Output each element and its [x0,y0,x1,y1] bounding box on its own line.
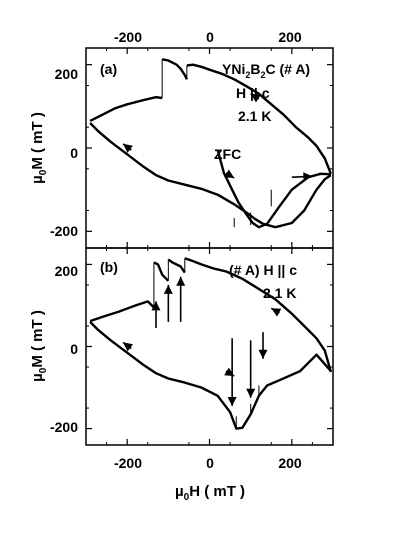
ylabel-mu: µ [29,175,46,184]
sample-sub: 2 [260,70,265,80]
panel-b-arrow-head [163,284,173,294]
sample-part: YNi [222,61,245,77]
xlabel-tail: H ( mT ) [189,483,245,500]
ylabel-sub: 0 [38,169,49,175]
sample-sub: 2 [245,70,250,80]
ylabel-mu: µ [29,373,46,382]
panel-b-arrow-head [227,397,237,406]
top-xtick-label: -200 [114,29,142,45]
panel-a-label: (a) [100,61,117,77]
panel-b-plot [89,257,333,430]
panel-b-series-0 [89,321,332,430]
xlabel-sub: 0 [184,492,190,503]
panel-b-label: (b) [100,259,118,275]
ylabel-tail: M ( mT ) [29,310,46,368]
top-xtick-label: 0 [206,29,214,45]
panel-a-series-0 [89,122,332,229]
xlabel: µ0H ( mT ) [175,483,245,503]
panel-b-arrow-head [271,308,282,317]
panel-b-ylabel: µ0M ( mT ) [29,310,49,382]
panel-a-temperature: 2.1 K [238,108,271,124]
bottom-xtick-label: 0 [206,455,214,471]
panel-a-ylabel: µ0M ( mT ) [29,112,49,184]
panel-a-arrow-head [250,93,261,103]
panel-a-series-2 [161,58,188,80]
tick-marks [86,48,333,445]
panel-a-ytick-label: 0 [70,145,78,161]
panel-a-arrow-head [123,143,133,153]
panel-a-ytick-label: -200 [50,223,78,239]
panel-a-ytick-label: 200 [55,66,79,82]
panel-a-series-1 [186,63,333,175]
panel-b-ytick-label: 200 [55,263,79,279]
panel-a-arrow-head [224,169,235,178]
xlabel-mu: µ [175,483,184,500]
sample-part: B [250,61,260,77]
panel-b-arrow-head [224,367,235,377]
panel-b-ytick-label: -200 [50,419,78,435]
ylabel-sub: 0 [38,367,49,373]
panel-b-series-2 [167,258,186,274]
top-xtick-label: 200 [278,29,302,45]
panel-b-series-1 [184,257,333,373]
panel-b-arrow-head [246,388,256,398]
panel-b-arrow-head [123,342,133,352]
panel-b-series-3 [153,261,170,282]
panel-b-temperature: 2.1 K [263,285,296,301]
panel-b-series-4 [89,300,155,323]
panel-b-arrow-head [258,349,268,359]
ylabel-tail: M ( mT ) [29,112,46,170]
panel-b-arrow-head [151,301,161,311]
panel-b-ytick-label: 0 [70,341,78,357]
bottom-xtick-label: 200 [278,455,302,471]
bottom-xtick-label: -200 [114,455,142,471]
panel-a-arrow-head [303,172,313,182]
panel-a-series-3 [89,96,163,122]
panel-a-sample: YNi2B2C (# A) [222,61,310,80]
panel-a-plot [89,58,333,229]
sample-part: C (# A) [266,61,311,77]
panel-b-sample: (# A) H || c [229,262,297,278]
panel-b-arrow-head [176,276,186,286]
